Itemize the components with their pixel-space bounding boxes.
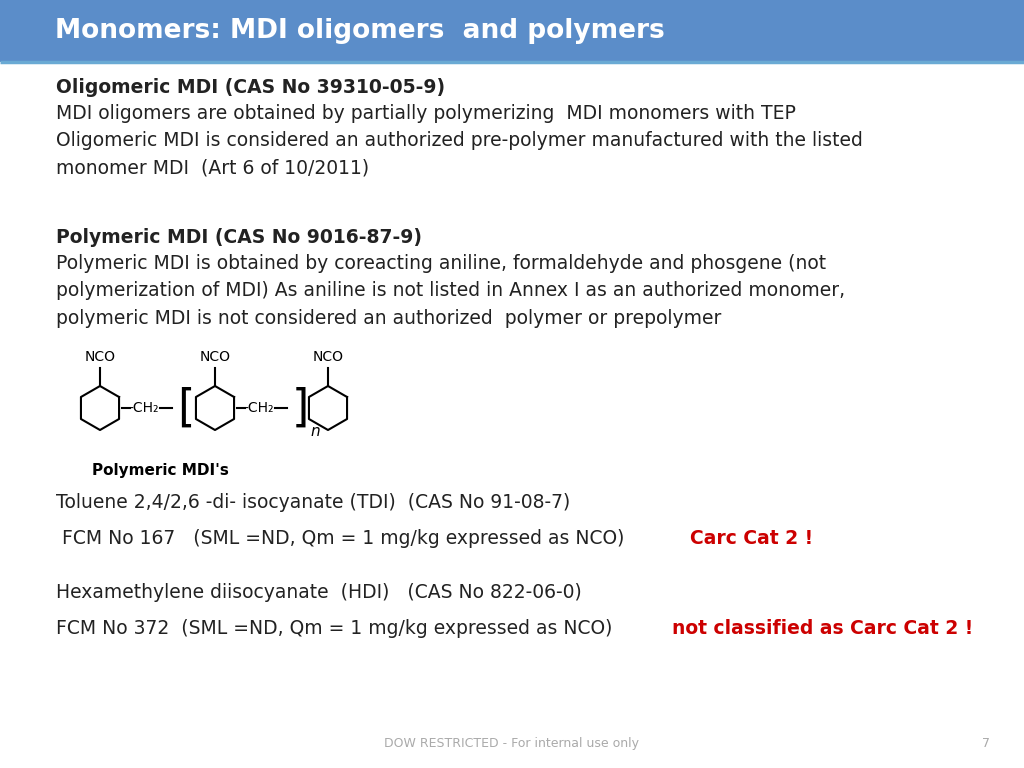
Text: 7: 7	[982, 737, 990, 750]
Text: [: [	[177, 386, 195, 429]
Text: NCO: NCO	[85, 350, 116, 364]
Text: -CH₂: -CH₂	[129, 401, 160, 415]
Text: NCO: NCO	[200, 350, 230, 364]
Text: not classified as Carc Cat 2 !: not classified as Carc Cat 2 !	[672, 619, 973, 638]
Text: n: n	[310, 424, 319, 439]
Text: Hexamethylene diisocyanate  (HDI)   (CAS No 822-06-0): Hexamethylene diisocyanate (HDI) (CAS No…	[56, 583, 582, 602]
Text: -CH₂: -CH₂	[244, 401, 274, 415]
Text: FCM No 372  (SML =ND, Qm = 1 mg/kg expressed as NCO): FCM No 372 (SML =ND, Qm = 1 mg/kg expres…	[56, 619, 637, 638]
Text: Polymeric MDI's: Polymeric MDI's	[91, 463, 228, 478]
Text: Carc Cat 2 !: Carc Cat 2 !	[690, 529, 813, 548]
Text: Toluene 2,4/2,6 -di- isocyanate (TDI)  (CAS No 91-08-7): Toluene 2,4/2,6 -di- isocyanate (TDI) (C…	[56, 493, 570, 512]
Text: Monomers: MDI oligomers  and polymers: Monomers: MDI oligomers and polymers	[55, 18, 665, 44]
Text: NCO: NCO	[312, 350, 343, 364]
Text: MDI oligomers are obtained by partially polymerizing  MDI monomers with TEP
Olig: MDI oligomers are obtained by partially …	[56, 104, 863, 177]
Text: FCM No 167   (SML =ND, Qm = 1 mg/kg expressed as NCO): FCM No 167 (SML =ND, Qm = 1 mg/kg expres…	[56, 529, 648, 548]
Bar	[0, 0, 1024, 62]
Text: ]: ]	[292, 386, 309, 429]
Text: Polymeric MDI is obtained by coreacting aniline, formaldehyde and phosgene (not
: Polymeric MDI is obtained by coreacting …	[56, 254, 846, 327]
Text: Polymeric MDI (CAS No 9016-87-9): Polymeric MDI (CAS No 9016-87-9)	[56, 228, 422, 247]
Text: DOW RESTRICTED - For internal use only: DOW RESTRICTED - For internal use only	[384, 737, 640, 750]
Text: Oligomeric MDI (CAS No 39310-05-9): Oligomeric MDI (CAS No 39310-05-9)	[56, 78, 445, 97]
